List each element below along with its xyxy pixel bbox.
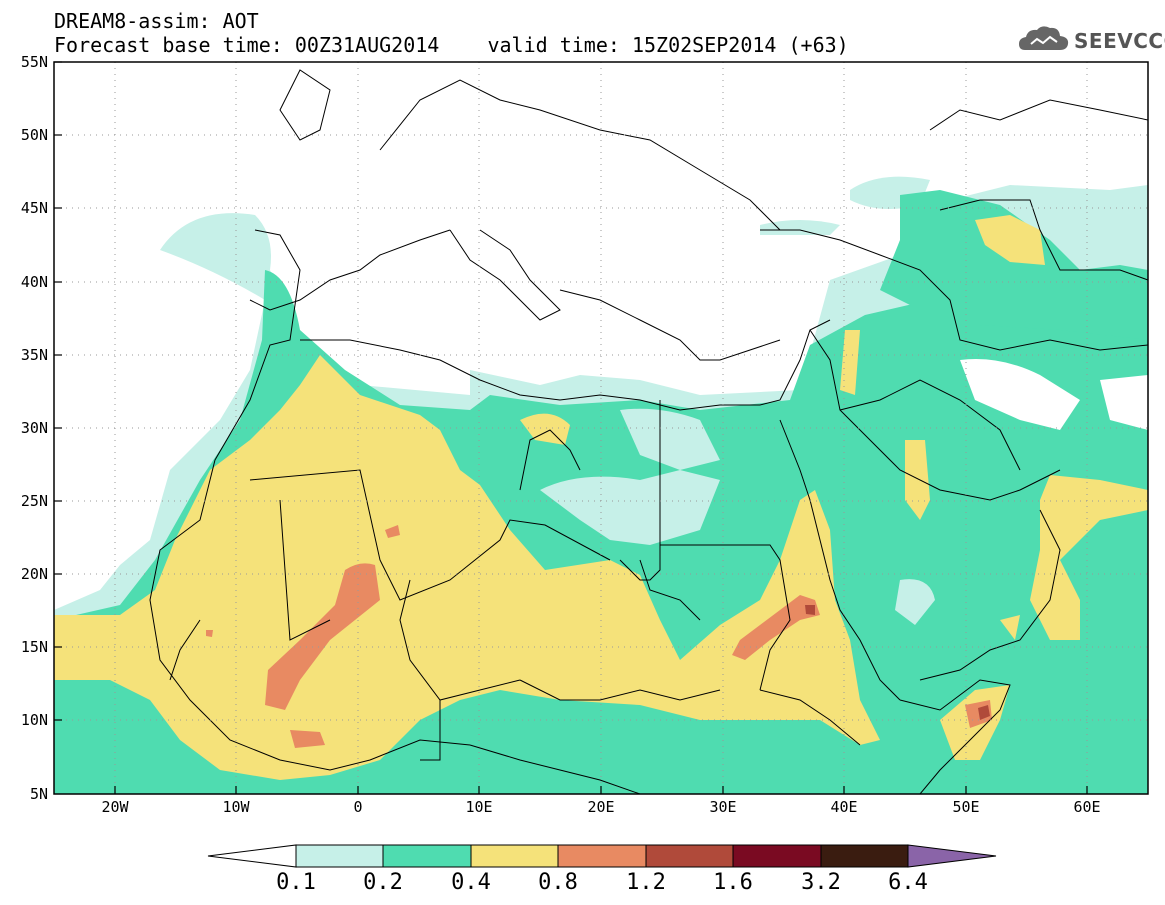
colorbar-segment xyxy=(382,844,472,868)
colorbar-label: 1.2 xyxy=(626,870,666,895)
lon-tick-label: 30E xyxy=(709,798,736,816)
lat-tick-label: 10N xyxy=(21,711,48,729)
logo-text: SEEVCCC xyxy=(1074,29,1165,53)
colorbar-segment xyxy=(207,844,297,868)
colorbar-label: 0.1 xyxy=(276,870,316,895)
colorbar-segment xyxy=(732,844,822,868)
aot-layer-1-2 xyxy=(805,605,990,720)
lat-tick-label: 50N xyxy=(21,126,48,144)
map-title: DREAM8-assim: AOT xyxy=(54,9,259,33)
forecast-time-subtitle: Forecast base time: 00Z31AUG2014 valid t… xyxy=(54,33,849,57)
colorbar-segment xyxy=(907,844,997,868)
cloud-logo-icon xyxy=(1019,26,1069,50)
lat-tick-label: 40N xyxy=(21,273,48,291)
lon-tick-label: 20E xyxy=(587,798,614,816)
aot-layer-0-4 xyxy=(54,215,1148,780)
lat-lon-grid xyxy=(54,62,1148,794)
lon-tick-label: 50E xyxy=(952,798,979,816)
colorbar-label: 3.2 xyxy=(801,870,841,895)
colorbar-label: 0.2 xyxy=(363,870,403,895)
lon-tick-label: 10E xyxy=(465,798,492,816)
colorbar-segment xyxy=(557,844,647,868)
lat-tick-label: 45N xyxy=(21,199,48,217)
lon-tick-label: 40E xyxy=(830,798,857,816)
colorbar-label: 0.4 xyxy=(451,870,491,895)
lat-tick-label: 30N xyxy=(21,419,48,437)
lat-tick-label: 25N xyxy=(21,492,48,510)
lon-tick-label: 10W xyxy=(222,798,250,816)
lon-tick-label: 0 xyxy=(353,798,362,816)
colorbar-segment xyxy=(470,844,559,868)
colorbar-segment xyxy=(645,844,734,868)
lat-tick-label: 55N xyxy=(21,53,48,71)
lon-tick-label: 60E xyxy=(1073,798,1100,816)
lat-tick-label: 35N xyxy=(21,346,48,364)
colorbar-label: 6.4 xyxy=(888,870,928,895)
colorbar-segment xyxy=(295,844,384,868)
lat-tick-label: 5N xyxy=(30,785,48,803)
lat-tick-label: 15N xyxy=(21,638,48,656)
lon-tick-label: 20W xyxy=(101,798,129,816)
lat-tick-label: 20N xyxy=(21,565,48,583)
colorbar-label: 1.6 xyxy=(713,870,753,895)
colorbar-segment xyxy=(820,844,909,868)
colorbar-label: 0.8 xyxy=(538,870,578,895)
aot-layer-0-8 xyxy=(206,525,992,748)
aot-layer-light-patches xyxy=(540,408,935,625)
colorbar xyxy=(207,844,997,868)
